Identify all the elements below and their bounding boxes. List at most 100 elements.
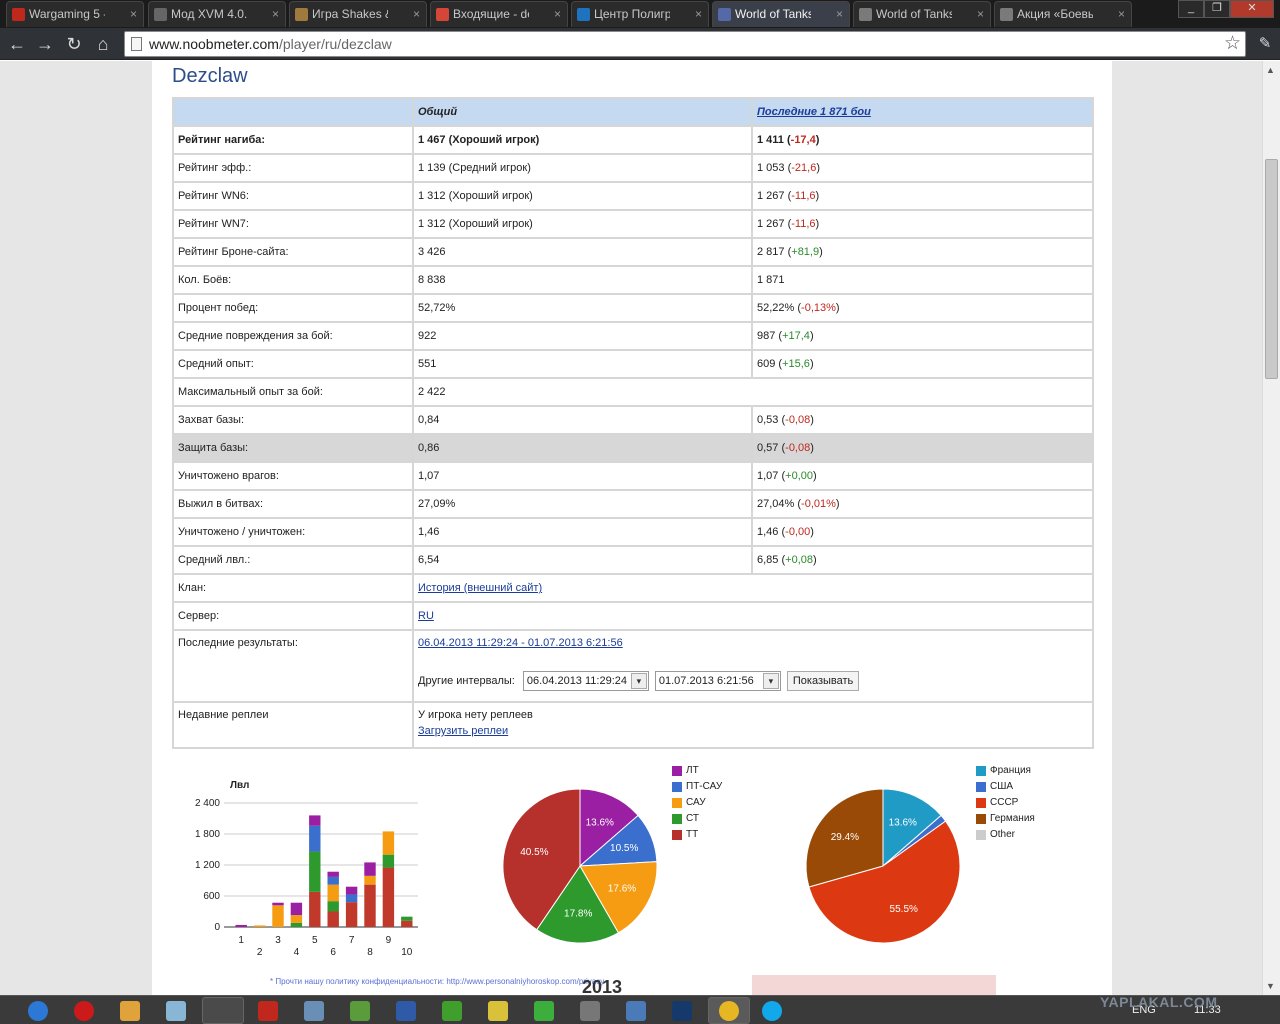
x-tick-label: 2 <box>257 947 263 958</box>
header-recent[interactable]: Последние 1 871 бои <box>751 97 1094 127</box>
legend-label: Other <box>990 829 1016 840</box>
tab-label: Wargaming 5 - § <box>29 7 105 21</box>
tab-0[interactable]: Wargaming 5 - § × <box>6 1 144 27</box>
recent-battles-link[interactable]: Последние 1 871 бои <box>757 106 871 118</box>
replays-label-text: Недавние реплеи <box>178 709 269 721</box>
green-app2-icon[interactable] <box>534 1001 554 1021</box>
game-icon[interactable] <box>258 1001 278 1021</box>
stat-row: Средний лвл.: 6,54 6,85 (+0,08) <box>172 545 1094 575</box>
bookmark-star-icon[interactable]: ☆ <box>1223 33 1241 54</box>
app-icon[interactable] <box>350 1001 370 1021</box>
media-icon[interactable] <box>580 1001 600 1021</box>
save-icon[interactable] <box>396 1001 416 1021</box>
pie-slice <box>579 861 658 934</box>
page-scrollbar[interactable]: ▲ ▼ <box>1262 61 1280 995</box>
bar-segment <box>382 831 395 855</box>
pie-slice <box>805 788 884 888</box>
show-interval-button[interactable]: Показывать <box>786 671 860 691</box>
language-indicator[interactable]: ENG <box>1132 1004 1156 1016</box>
stat-recent-text: 1 871 <box>757 274 785 286</box>
tab-favicon-icon <box>436 8 449 21</box>
tab-favicon-icon <box>295 8 308 21</box>
stat-recent: 609 (+15,6) <box>751 349 1094 379</box>
stat-total-text: 27,09% <box>418 498 456 510</box>
tab-close-icon[interactable]: × <box>1117 7 1125 21</box>
back-icon[interactable]: ← <box>8 34 26 54</box>
scrollbar-thumb[interactable] <box>1265 159 1278 379</box>
chevron-down-icon[interactable]: ▾ <box>762 673 779 689</box>
upload-replays-link[interactable]: Загрузить реплеи <box>418 725 509 737</box>
clock[interactable]: 11:33 <box>1194 1004 1221 1016</box>
network-icon[interactable] <box>304 1001 324 1021</box>
interval-from-select[interactable]: 06.04.2013 11:29:24 ▾ <box>522 671 649 691</box>
tab-5[interactable]: World of Tanks | × <box>712 1 850 27</box>
reload-icon[interactable]: ↻ <box>66 34 82 54</box>
bar-segment <box>327 911 339 927</box>
ie-icon[interactable] <box>28 1001 48 1021</box>
chrome-icon[interactable] <box>719 1001 739 1021</box>
tab-close-icon[interactable]: × <box>271 7 279 21</box>
scroll-down-icon[interactable]: ▼ <box>1266 981 1275 991</box>
tab-2[interactable]: Игра Shakes & F × <box>289 1 427 27</box>
tab-6[interactable]: World of Tanks - × <box>853 1 991 27</box>
chevron-down-icon[interactable]: ▾ <box>630 673 647 689</box>
clan-history-link[interactable]: История (внешний сайт) <box>418 582 543 594</box>
tab-close-icon[interactable]: × <box>412 7 420 21</box>
stat-recent: 6,85 (+0,08) <box>751 545 1094 575</box>
close-window-button[interactable]: ✕ <box>1230 0 1274 18</box>
results-label-text: Последние результаты: <box>178 637 298 649</box>
stat-label-text: Рейтинг эфф.: <box>178 162 252 174</box>
bar-segment <box>345 886 358 895</box>
bar-segment <box>272 902 284 906</box>
home-icon[interactable]: ⌂ <box>97 34 109 54</box>
stat-label: Выжил в битвах: <box>172 489 414 519</box>
address-bar[interactable]: www.noobmeter.com/player/ru/dezclaw ☆ <box>124 31 1246 57</box>
legend-label: Германия <box>990 813 1035 824</box>
stat-total-text: 0,86 <box>418 442 440 454</box>
photoshop-icon[interactable] <box>672 1001 692 1021</box>
results-range-link[interactable]: 06.04.2013 11:29:24 - 01.07.2013 6:21:56 <box>418 637 623 649</box>
tab-4[interactable]: Центр Полигра × <box>571 1 709 27</box>
tab-close-icon[interactable]: × <box>553 7 561 21</box>
header-total: Общий <box>412 97 753 127</box>
tab-label: Акция «Боевые <box>1017 7 1093 21</box>
server-link[interactable]: RU <box>418 610 434 622</box>
stat-total-text: 1,46 <box>418 526 440 538</box>
notepad-icon[interactable] <box>166 1001 186 1021</box>
menu-wrench-icon[interactable]: ✎ <box>1258 35 1272 52</box>
stat-label-text: Процент побед: <box>178 302 259 314</box>
clan-row: Клан: История (внешний сайт) <box>172 573 1094 603</box>
tab-close-icon[interactable]: × <box>694 7 702 21</box>
skype-icon[interactable] <box>762 1001 782 1021</box>
stat-recent: 27,04% (-0,01%) <box>751 489 1094 519</box>
results-row: Последние результаты: 06.04.2013 11:29:24… <box>172 629 1094 703</box>
folder-icon[interactable] <box>120 1001 140 1021</box>
tool-icon[interactable] <box>488 1001 508 1021</box>
url-text[interactable]: www.noobmeter.com/player/ru/dezclaw <box>149 36 392 52</box>
forward-icon[interactable]: → <box>36 34 54 54</box>
maximize-button[interactable]: ❐ <box>1204 0 1230 18</box>
opera-icon[interactable] <box>74 1001 94 1021</box>
tab-close-icon[interactable]: × <box>976 7 984 21</box>
tab-close-icon[interactable]: × <box>129 7 137 21</box>
stat-total: 1 312 (Хороший игрок) <box>412 181 753 211</box>
minimize-button[interactable]: _ <box>1178 0 1204 18</box>
bar-segment <box>364 875 376 885</box>
taskbar-app-button[interactable] <box>202 997 244 1024</box>
stat-label: Средний опыт: <box>172 349 414 379</box>
x-tick-label: 1 <box>238 935 244 946</box>
interval-to-select[interactable]: 01.07.2013 6:21:56 ▾ <box>654 671 781 691</box>
tool2-icon[interactable] <box>626 1001 646 1021</box>
scroll-up-icon[interactable]: ▲ <box>1266 65 1275 75</box>
tab-3[interactable]: Входящие - dez × <box>430 1 568 27</box>
tab-7[interactable]: Акция «Боевые × <box>994 1 1132 27</box>
stat-label-text: Защита базы: <box>178 442 249 454</box>
ad-banner[interactable]: 2013 <box>582 975 996 995</box>
tab-close-icon[interactable]: × <box>835 7 843 21</box>
class-legend: ЛТ ПТ-САУ САУ СТ ТТ <box>672 765 722 845</box>
tab-1[interactable]: Мод XVM 4.0.0.(× <box>148 1 286 27</box>
legend-swatch <box>976 814 986 824</box>
stat-label: Средний лвл.: <box>172 545 414 575</box>
privacy-note[interactable]: * Прочти нашу политику конфиденциальност… <box>270 977 605 986</box>
green-app-icon[interactable] <box>442 1001 462 1021</box>
